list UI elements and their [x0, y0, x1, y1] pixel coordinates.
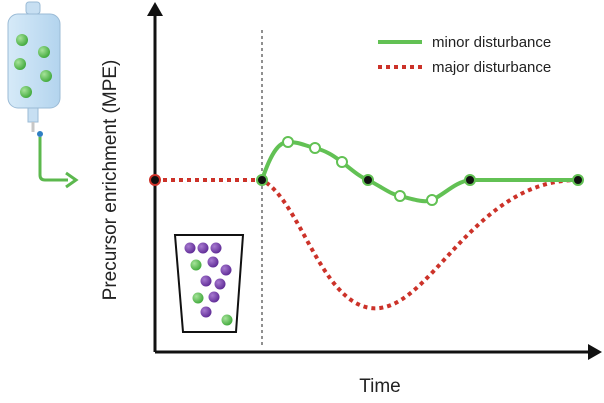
- major-curve: [155, 178, 579, 311]
- iv-bag: [7, 1, 79, 189]
- y-axis-label: Precursor enrichment (MPE): [100, 60, 121, 301]
- legend: minor disturbance major disturbance: [378, 34, 551, 76]
- legend-label: major disturbance: [432, 59, 551, 76]
- legend-label: minor disturbance: [432, 34, 551, 51]
- beaker: [173, 234, 245, 333]
- minor-curve: [260, 139, 578, 204]
- curve-points: [149, 136, 584, 206]
- x-axis-label: Time: [359, 376, 401, 397]
